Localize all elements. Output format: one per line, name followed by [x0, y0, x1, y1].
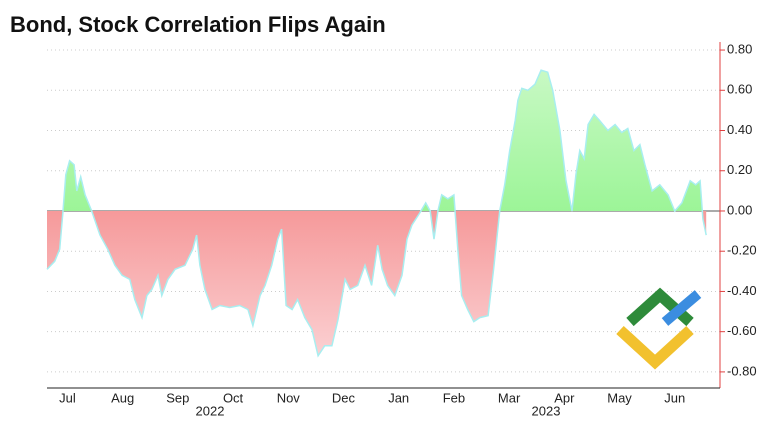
y-tick-label: 0.60: [727, 82, 752, 97]
x-tick-label: Dec: [332, 390, 356, 405]
y-tick-label: -0.60: [727, 323, 757, 338]
y-tick-label: 0.40: [727, 122, 752, 137]
x-tick-label: May: [607, 390, 632, 405]
x-tick-label: Jan: [388, 390, 409, 405]
x-tick-label: Sep: [166, 390, 189, 405]
x-tick-label: Feb: [443, 390, 465, 405]
x-tick-label: Apr: [554, 390, 575, 405]
x-tick-label: Jul: [59, 390, 76, 405]
y-tick-label: 0.20: [727, 162, 752, 177]
year-label: 2022: [196, 403, 225, 418]
x-tick-label: Nov: [277, 390, 301, 405]
line: [46, 69, 707, 358]
logo: [616, 287, 702, 370]
x-tick-label: Jun: [664, 390, 685, 405]
positive-area: [63, 70, 703, 211]
chart-title: Bond, Stock Correlation Flips Again: [10, 12, 386, 37]
y-tick-label: -0.20: [727, 243, 757, 258]
negative-area: [47, 210, 707, 356]
year-label: 2023: [532, 403, 561, 418]
x-tick-label: Aug: [111, 390, 134, 405]
y-tick-label: -0.80: [727, 363, 757, 378]
y-tick-label: 0.00: [727, 202, 752, 217]
y-tick-label: 0.80: [727, 41, 752, 56]
x-tick-label: Mar: [498, 390, 521, 405]
x-tick-label: Oct: [223, 390, 244, 405]
y-tick-label: -0.40: [727, 283, 757, 298]
